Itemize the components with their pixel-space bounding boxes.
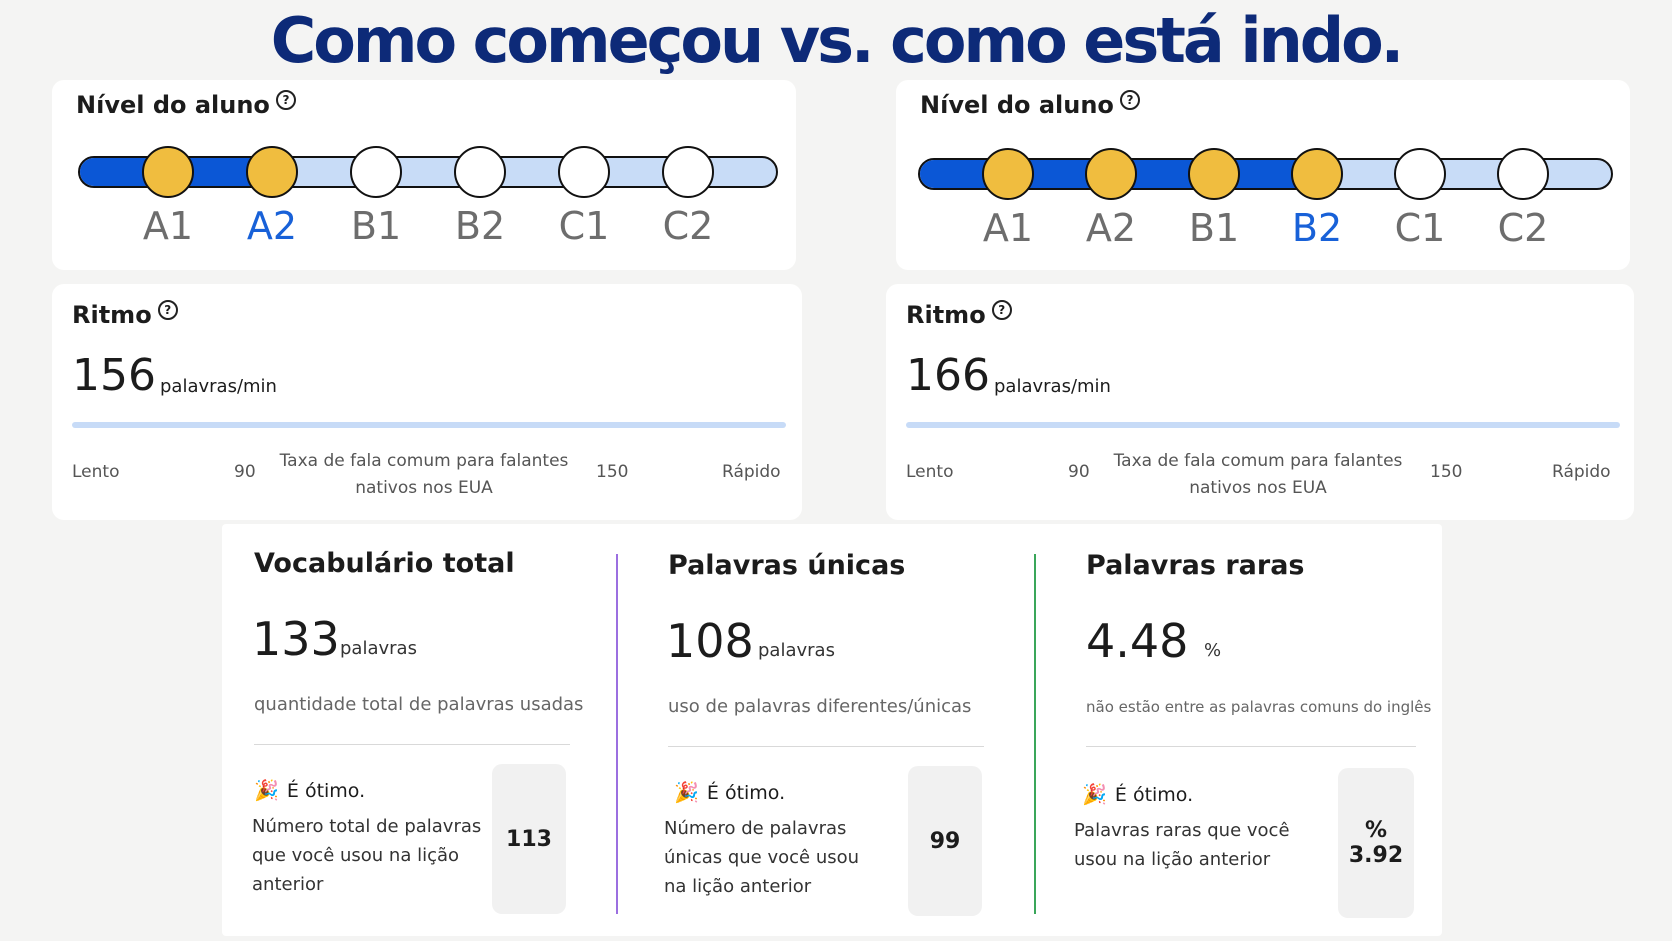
stat-unit: % <box>1204 640 1222 661</box>
level-dot-b2 <box>454 146 506 198</box>
previous-value-text: 3.92 <box>1348 843 1404 868</box>
stat-separator <box>1086 746 1416 747</box>
level-label-b2: B2 <box>1291 206 1343 250</box>
page-title: Como começou vs. como está indo. <box>270 4 1404 77</box>
previous-lesson-description: Número de palavras únicas que você usou … <box>664 818 860 897</box>
level-dot-c2 <box>1497 148 1549 200</box>
level-card-title: Nível do aluno? <box>920 90 1140 119</box>
stats-divider <box>616 554 618 914</box>
level-bar-now: A1 A2 B1 B2 C1 C2 <box>918 148 1613 278</box>
previous-lesson-value: % 3.92 <box>1338 768 1414 918</box>
previous-unit-text: % <box>1364 818 1388 843</box>
level-card-now: Nível do aluno? A1 A2 B1 B2 C1 C2 <box>896 80 1630 270</box>
scale-low-value: 90 <box>1068 462 1090 482</box>
stat-separator <box>254 744 570 745</box>
level-dot-c1 <box>1394 148 1446 200</box>
scale-common-label: Taxa de fala comum para falantes nativos… <box>279 451 569 498</box>
stat-value: 133 <box>252 612 340 666</box>
stat-description: uso de palavras diferentes/únicas <box>668 696 972 717</box>
question-circle-icon[interactable]: ? <box>157 300 178 320</box>
question-circle-icon[interactable]: ? <box>991 300 1012 320</box>
stats-card: Vocabulário total 133 palavras quantidad… <box>222 524 1442 936</box>
level-label-a2: A2 <box>246 204 298 248</box>
level-label-c1: C1 <box>558 204 610 248</box>
scale-slow-label: Lento <box>906 462 954 482</box>
level-dot-a2 <box>1085 148 1137 200</box>
rhythm-value: 166 <box>906 350 990 401</box>
great-text: É ótimo. <box>1114 784 1194 806</box>
stats-divider <box>1034 554 1036 914</box>
stat-unit: palavras <box>340 638 417 659</box>
question-circle-icon[interactable]: ? <box>275 90 296 110</box>
level-dot-c2 <box>662 146 714 198</box>
previous-lesson-value: 113 <box>492 764 566 914</box>
level-label-b2: B2 <box>454 204 506 248</box>
scale-fast-label: Rápido <box>1552 462 1611 482</box>
scale-low-value: 90 <box>234 462 256 482</box>
rhythm-card-now: Ritmo? 166 palavras/min Lento 90 Taxa de… <box>886 284 1634 520</box>
party-popper-icon: 🎉 <box>254 778 279 802</box>
scale-common-label: Taxa de fala comum para falantes nativos… <box>1113 451 1403 498</box>
stat-title-total-vocabulary: Vocabulário total <box>254 548 515 579</box>
question-circle-icon[interactable]: ? <box>1119 90 1140 110</box>
rhythm-title-text: Ritmo <box>72 301 152 329</box>
level-bar-before: A1 A2 B1 B2 C1 C2 <box>78 146 778 276</box>
rhythm-value: 156 <box>72 350 156 401</box>
level-title-text: Nível do aluno <box>920 91 1114 119</box>
previous-lesson-value: 99 <box>908 766 982 916</box>
scale-slow-label: Lento <box>72 462 120 482</box>
party-popper-icon: 🎉 <box>674 780 699 804</box>
stat-value: 108 <box>666 614 754 668</box>
rhythm-unit: palavras/min <box>160 376 277 397</box>
stat-value: 4.48 <box>1086 614 1189 668</box>
level-label-a2: A2 <box>1085 206 1137 250</box>
level-dot-b2 <box>1291 148 1343 200</box>
level-label-a1: A1 <box>142 204 194 248</box>
stat-description: quantidade total de palavras usadas <box>254 694 584 715</box>
previous-value-text: 99 <box>929 828 961 854</box>
level-dot-a2 <box>246 146 298 198</box>
rhythm-scale-bar <box>72 422 786 428</box>
scale-high-value: 150 <box>596 462 629 482</box>
great-label: 🎉 É ótimo. <box>254 778 365 802</box>
stat-title-unique-words: Palavras únicas <box>668 550 906 581</box>
great-text: É ótimo. <box>706 782 786 804</box>
great-label: 🎉 É ótimo. <box>1082 782 1193 806</box>
level-dot-a1 <box>142 146 194 198</box>
level-label-c2: C2 <box>1497 206 1549 250</box>
stat-separator <box>668 746 984 747</box>
level-title-text: Nível do aluno <box>76 91 270 119</box>
previous-value-text: 113 <box>506 826 552 852</box>
great-label: 🎉 É ótimo. <box>674 780 785 804</box>
stat-title-rare-words: Palavras raras <box>1086 550 1305 581</box>
level-label-c2: C2 <box>662 204 714 248</box>
rhythm-title-text: Ritmo <box>906 301 986 329</box>
level-dot-c1 <box>558 146 610 198</box>
level-dot-b1 <box>350 146 402 198</box>
party-popper-icon: 🎉 <box>1082 782 1107 806</box>
level-label-b1: B1 <box>1188 206 1240 250</box>
stat-description: não estão entre as palavras comuns do in… <box>1086 698 1432 716</box>
great-text: É ótimo. <box>286 780 366 802</box>
level-card-title: Nível do aluno? <box>76 90 296 119</box>
stat-unit: palavras <box>758 640 835 661</box>
level-label-c1: C1 <box>1394 206 1446 250</box>
scale-fast-label: Rápido <box>722 462 781 482</box>
level-dot-b1 <box>1188 148 1240 200</box>
rhythm-unit: palavras/min <box>994 376 1111 397</box>
previous-lesson-description: Palavras raras que você usou na lição an… <box>1074 820 1290 870</box>
rhythm-card-title: Ritmo? <box>72 300 178 329</box>
level-dot-a1 <box>982 148 1034 200</box>
level-card-before: Nível do aluno? A1 A2 B1 B2 C1 C2 <box>52 80 796 270</box>
previous-lesson-description: Número total de palavras que você usou n… <box>252 816 482 895</box>
scale-high-value: 150 <box>1430 462 1463 482</box>
rhythm-card-title: Ritmo? <box>906 300 1012 329</box>
level-label-a1: A1 <box>982 206 1034 250</box>
rhythm-scale-bar <box>906 422 1620 428</box>
rhythm-card-before: Ritmo? 156 palavras/min Lento 90 Taxa de… <box>52 284 802 520</box>
level-label-b1: B1 <box>350 204 402 248</box>
